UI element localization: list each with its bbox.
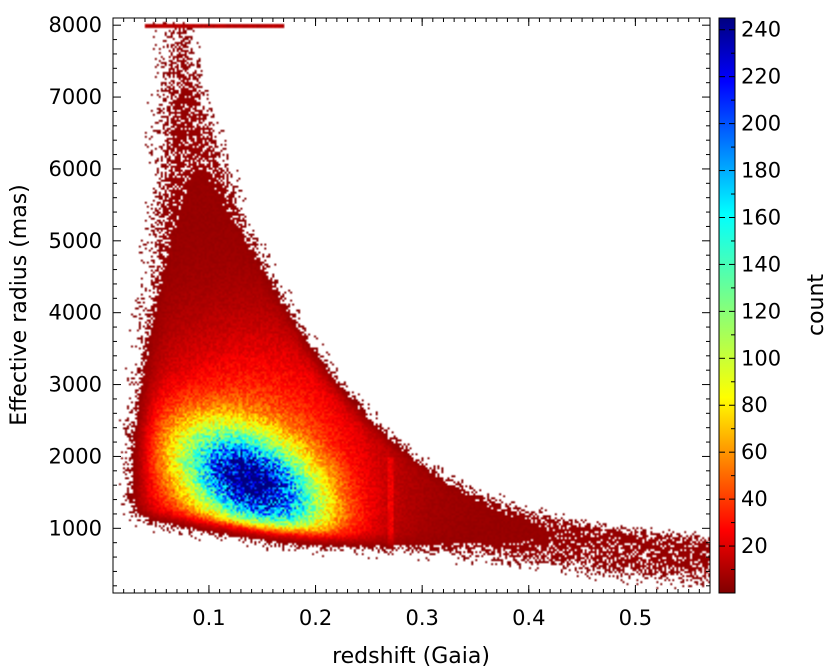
colorbar-tick-label: 140 [741,252,781,276]
x-tick-label: 0.2 [299,606,332,630]
colorbar-tick-label: 120 [741,299,781,323]
colorbar-title: count [804,274,829,336]
y-tick-label: 6000 [49,157,102,181]
density-heatmap [113,18,710,593]
colorbar-tick-label: 20 [741,534,768,558]
colorbar-tick-label: 80 [741,393,768,417]
colorbar-tick-label: 200 [741,112,781,136]
y-tick-label: 5000 [49,229,102,253]
colorbar-tick-label: 160 [741,205,781,229]
y-tick-label: 3000 [49,373,102,397]
x-axis-ticks: 0.1 0.2 0.3 0.4 0.5 [112,18,700,630]
y-tick-label: 1000 [49,516,102,540]
colorbar-tick-label: 180 [741,159,781,183]
colorbar-tick-label: 100 [741,346,781,370]
colorbar-tick-label: 40 [741,487,768,511]
colorbar-tick-label: 240 [741,18,781,42]
colorbar-tick-label: 60 [741,440,768,464]
x-tick-label: 0.4 [512,606,545,630]
colorbar-tick-label: 220 [741,65,781,89]
y-tick-label: 8000 [49,13,102,37]
x-tick-label: 0.5 [619,606,652,630]
colorbar-ticks: 20 40 60 80 100 120 140 160 180 200 220 240 [719,18,781,571]
y-tick-label: 7000 [49,85,102,109]
x-axis-title: redshift (Gaia) [332,644,490,669]
y-axis-title: Effective radius (mas) [7,184,32,426]
x-tick-label: 0.1 [192,606,225,630]
y-axis-ticks: 1000 2000 3000 4000 5000 6000 7000 8000 [49,13,710,587]
x-tick-label: 0.3 [405,606,438,630]
colorbar [718,17,736,594]
y-tick-label: 2000 [49,444,102,468]
y-tick-label: 4000 [49,301,102,325]
